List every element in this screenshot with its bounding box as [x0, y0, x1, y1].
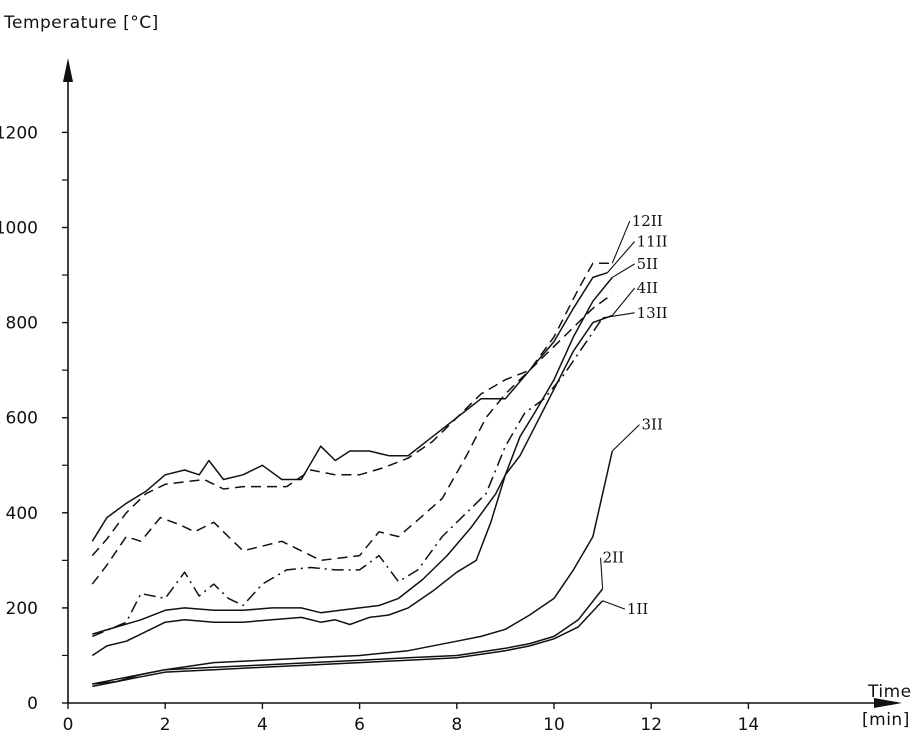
series-line-3II: [92, 450, 614, 685]
series-label: 2II: [603, 549, 624, 567]
y-axis-title: Temperature [°C]: [3, 13, 159, 33]
series-label: 1II: [627, 600, 648, 618]
series-label: 3II: [641, 416, 662, 434]
y-tick-label: 1200: [0, 123, 38, 143]
series-line-4II: [91, 314, 613, 657]
x-tick-label: 10: [543, 715, 565, 735]
series-label: 5II: [637, 255, 658, 273]
series-layer: [91, 262, 614, 688]
series-line-5II: [92, 276, 613, 635]
x-tick-label: 0: [63, 715, 74, 735]
series-line-unlabeled-8: [91, 293, 613, 585]
series-line-13II: [92, 317, 604, 638]
y-tick-label: 600: [6, 409, 38, 429]
series-label-leader: [600, 557, 604, 589]
series-label-leader: [602, 312, 635, 319]
x-axis-arrow: [874, 698, 902, 708]
series-label: 4II: [637, 279, 658, 297]
series-line-1II: [92, 600, 604, 688]
x-axis-title: Time: [867, 682, 912, 702]
y-tick-label: 200: [6, 599, 38, 619]
y-tick-label: 1000: [0, 219, 38, 239]
series-label-leader: [607, 241, 636, 274]
series-line-11II: [91, 271, 608, 542]
series-labels: 12II 11II 5II 4II 13II 3II 2II 1II: [600, 212, 668, 618]
series-label-leader: [611, 220, 631, 264]
series-line-12II: [91, 262, 613, 557]
x-tick-label: 4: [257, 715, 268, 735]
x-tick-label: 12: [640, 715, 662, 735]
series-label-leader: [611, 287, 636, 316]
x-tick-label: 14: [738, 715, 760, 735]
series-line-2II: [92, 588, 604, 685]
y-tick-label: 0: [27, 694, 38, 714]
y-tick-label: 800: [6, 314, 38, 334]
x-tick-label: 2: [160, 715, 171, 735]
series-label: 13II: [637, 304, 668, 322]
series-label: 11II: [637, 233, 668, 251]
axes: 0 200 400 600 800 1000 1200 0 2 4 6 8 10 12 14: [0, 58, 902, 735]
y-tick-label: 400: [6, 504, 38, 524]
x-tick-label: 8: [451, 715, 462, 735]
series-label-leader: [602, 600, 626, 610]
x-axis-unit: [min]: [862, 710, 910, 730]
x-tick-label: 6: [354, 715, 365, 735]
series-label-leader: [611, 424, 640, 452]
series-label-leader: [612, 263, 635, 278]
series-label: 12II: [632, 212, 663, 230]
y-axis-arrow: [63, 58, 73, 82]
